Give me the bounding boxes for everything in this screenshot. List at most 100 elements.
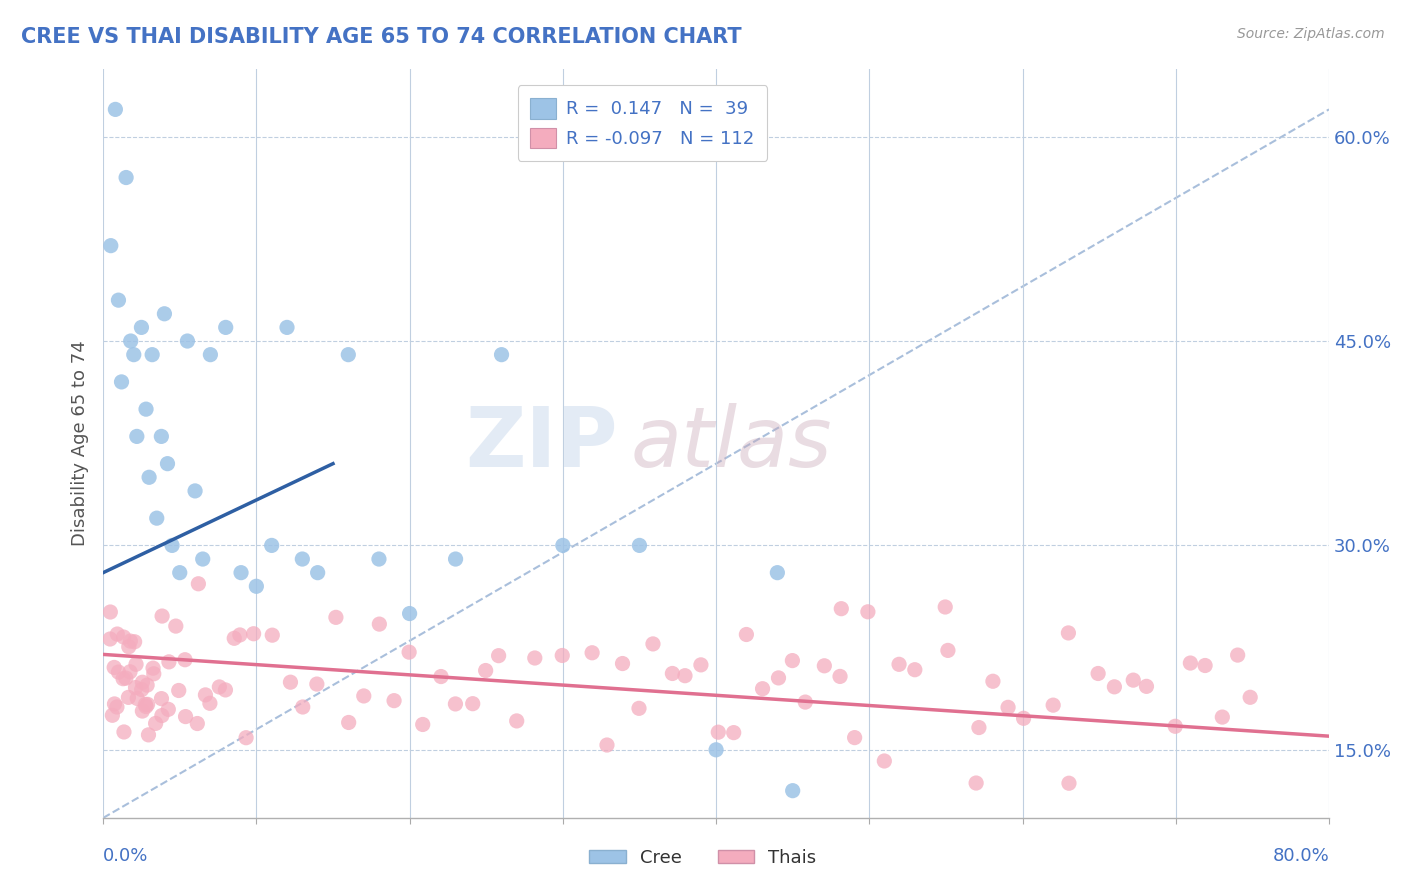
Point [260,538,283,552]
Point [229,566,252,580]
Point [208,680,231,694]
Point [214,682,236,697]
Point [184,483,207,498]
Point [118,640,141,654]
Point [229,628,252,642]
Point [169,566,191,580]
Point [337,348,360,362]
Point [138,728,160,742]
Point [1057,626,1080,640]
Text: Source: ZipAtlas.com: Source: ZipAtlas.com [1237,27,1385,41]
Point [474,664,496,678]
Point [873,754,896,768]
Point [844,731,866,745]
Point [967,721,990,735]
Point [627,701,650,715]
Point [794,695,817,709]
Point [165,619,187,633]
Point [138,470,160,484]
Point [103,697,125,711]
Point [125,429,148,443]
Point [187,576,209,591]
Point [224,632,246,646]
Point [581,646,603,660]
Point [661,666,683,681]
Point [107,665,129,679]
Point [1194,658,1216,673]
Point [628,538,651,552]
Point [150,708,173,723]
Point [142,661,165,675]
Point [167,683,190,698]
Point [136,678,159,692]
Point [1239,690,1261,705]
Point [491,348,513,362]
Point [215,320,238,334]
Point [242,626,264,640]
Point [122,348,145,362]
Point [1180,656,1202,670]
Point [112,630,135,644]
Point [100,238,122,252]
Point [145,716,167,731]
Point [245,579,267,593]
Point [131,320,153,334]
Point [612,657,634,671]
Point [120,334,142,348]
Point [194,688,217,702]
Point [997,700,1019,714]
Point [368,552,391,566]
Point [596,738,619,752]
Text: CREE VS THAI DISABILITY AGE 65 TO 74 CORRELATION CHART: CREE VS THAI DISABILITY AGE 65 TO 74 COR… [21,27,742,46]
Point [704,743,727,757]
Point [398,645,420,659]
Point [124,681,146,695]
Point [337,715,360,730]
Point [690,657,713,672]
Point [105,627,128,641]
Point [904,663,927,677]
Point [191,552,214,566]
Point [488,648,510,663]
Text: atlas: atlas [630,402,832,483]
Point [782,654,804,668]
Point [707,725,730,739]
Point [135,402,157,417]
Point [506,714,529,728]
Point [981,674,1004,689]
Point [461,697,484,711]
Point [353,689,375,703]
Point [200,348,222,362]
Point [160,538,183,552]
Point [174,653,197,667]
Point [673,669,696,683]
Point [1211,710,1233,724]
Point [157,655,180,669]
Point [813,658,835,673]
Point [444,552,467,566]
Point [235,731,257,745]
Point [325,610,347,624]
Point [551,648,574,663]
Point [1226,648,1249,662]
Point [101,708,124,723]
Point [150,609,173,624]
Point [150,691,173,706]
Point [723,725,745,739]
Point [98,632,121,646]
Point [887,657,910,672]
Point [830,601,852,615]
Point [198,696,221,710]
Point [305,677,328,691]
Point [766,566,789,580]
Point [141,348,163,362]
Legend: Cree, Thais: Cree, Thais [582,842,824,874]
Point [98,605,121,619]
Point [120,634,142,648]
Point [1164,719,1187,733]
Point [934,599,956,614]
Point [523,651,546,665]
Text: ZIP: ZIP [465,402,619,483]
Point [782,783,804,797]
Point [115,170,138,185]
